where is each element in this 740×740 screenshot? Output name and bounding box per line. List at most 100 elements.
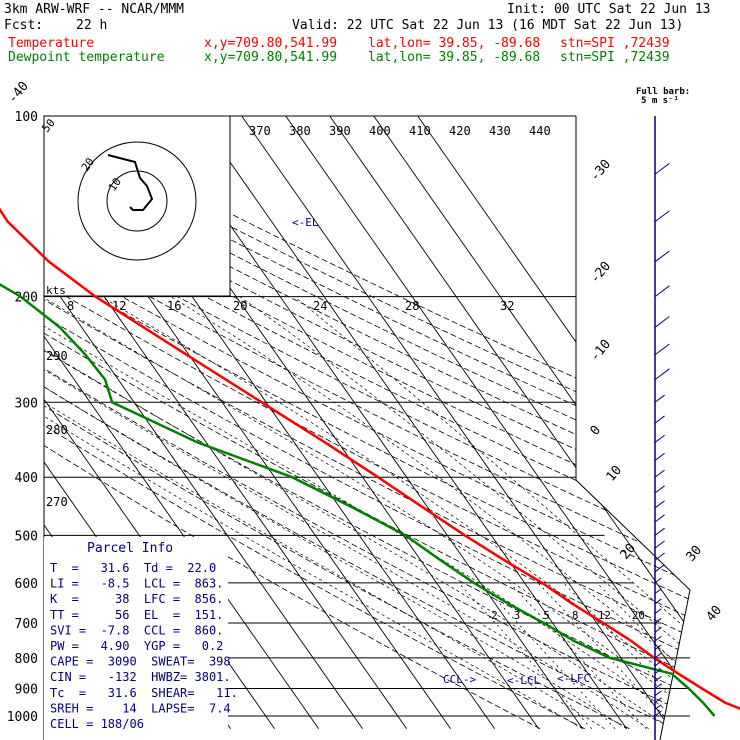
mixing-ratio-label: 12 <box>598 609 611 622</box>
wind-barb <box>654 552 665 561</box>
mixing-ratio-label: 8 <box>572 609 579 622</box>
dry-adiabat <box>44 116 690 730</box>
theta-e-label: 390 <box>329 124 351 138</box>
theta-e-label: 430 <box>489 124 511 138</box>
pressure-label-600: 600 <box>15 577 38 592</box>
isotherm-label: 0 <box>588 423 605 439</box>
pressure-label-200: 200 <box>15 291 38 306</box>
pressure-label-800: 800 <box>15 652 38 667</box>
hodograph-speed-tick: 28 <box>405 299 419 313</box>
theta-e-label: 410 <box>409 124 431 138</box>
theta-e-label: 400 <box>369 124 391 138</box>
lfc-annotation: <-LFC <box>557 672 590 685</box>
isotherm-label: 20 <box>618 541 640 563</box>
mixing-ratio-lines <box>458 582 690 729</box>
wind-barb <box>654 588 662 594</box>
hodograph-speed-tick: 32 <box>500 299 514 313</box>
parcel-row: K = 38 LFC = 856. <box>50 592 223 606</box>
wind-barb <box>654 617 662 624</box>
pressure-labels: 100 200 300 400 500 600 700 800 900 1000 <box>7 110 38 725</box>
theta-e-label: 380 <box>289 124 311 138</box>
theta-e-label: 420 <box>449 124 471 138</box>
theta-e-label: 440 <box>529 124 551 138</box>
wind-barb <box>654 469 665 478</box>
temperature-legend: Temperature <box>8 36 95 51</box>
wind-barbs <box>654 116 670 740</box>
hodograph-speed-tick: 24 <box>313 299 327 313</box>
dry-adiabat <box>44 116 630 730</box>
moist-adiabat <box>44 296 583 730</box>
isotherm-line <box>417 116 690 729</box>
dry-adiabat <box>44 116 690 730</box>
dry-adiabat <box>44 116 690 730</box>
valid-time: Valid: 22 UTC Sat 22 Jun 13 (16 MDT Sat … <box>292 18 684 33</box>
isotherm-label: -20 <box>588 259 615 287</box>
dry-adiabat <box>44 116 690 730</box>
dry-adiabat <box>44 116 690 730</box>
dry-adiabat <box>44 116 585 730</box>
parcel-row: LI = -8.5 LCL = 863. <box>50 577 223 591</box>
isotherm-line <box>329 116 690 729</box>
isotherm-line <box>373 116 690 729</box>
isotherm-line <box>197 116 628 729</box>
wind-barb <box>654 527 665 536</box>
wind-barb <box>654 577 662 584</box>
wind-barb <box>654 514 665 523</box>
hodograph-speed-tick: 20 <box>233 299 247 313</box>
parcel-row: CIN = -132 HWBZ= 3801. <box>50 670 231 684</box>
parcel-row: SREH = 14 LAPSE= 7.4 <box>50 701 231 715</box>
hodograph-ring-label-10: 10 <box>106 175 124 193</box>
dry-adiabat <box>44 116 690 730</box>
wind-barb <box>654 368 670 380</box>
dewpoint-latlon: lat,lon= 39.85, -89.68 <box>368 50 541 65</box>
hodograph-speed-tick: 16 <box>167 299 181 313</box>
el-annotation: <-EL <box>292 216 319 229</box>
wind-barb <box>654 415 665 424</box>
isotherm-line <box>241 116 672 729</box>
wind-barb <box>654 394 665 403</box>
wind-barb <box>654 635 662 642</box>
parcel-row: SVI = -7.8 CCL = 860. <box>50 623 223 637</box>
wind-barb <box>654 660 662 667</box>
moist-adiabat <box>44 296 671 729</box>
isotherm-line <box>44 116 364 729</box>
model-title: 3km ARW-WRF -- NCAR/MMM <box>4 2 185 17</box>
wind-barb <box>654 162 670 175</box>
barb-legend-title: Full barb: <box>636 87 690 97</box>
theta-label: 290 <box>46 349 68 363</box>
wind-barb <box>654 434 665 443</box>
dry-adiabat <box>44 116 690 730</box>
wind-barb <box>654 598 662 605</box>
wind-barb <box>654 676 662 682</box>
hodograph-trace <box>107 154 154 211</box>
wind-barb <box>654 540 665 549</box>
wind-barb <box>654 683 662 689</box>
dewpoint-legend: Dewpoint temperature <box>8 50 165 65</box>
dry-adiabat <box>44 116 690 730</box>
moist-adiabat <box>239 296 690 729</box>
wind-barb <box>654 697 662 704</box>
dewpoint-xy: x,y=709.80,541.99 <box>204 50 338 65</box>
pressure-label-400: 400 <box>15 471 38 486</box>
wind-barb <box>654 343 670 356</box>
mixing-ratio-line <box>596 582 690 729</box>
mixing-ratio-label: 5 <box>543 609 550 622</box>
isotherm-line <box>44 116 320 729</box>
isotherm-label: -30 <box>588 157 615 185</box>
isotherm-label: 40 <box>704 603 726 625</box>
pressure-label-1000: 1000 <box>7 710 38 725</box>
moist-adiabat <box>44 296 605 729</box>
mixing-ratio-line <box>509 582 647 729</box>
dry-adiabat <box>44 116 690 730</box>
lcl-annotation: <-LCL <box>507 674 540 687</box>
wind-barb <box>654 210 670 223</box>
dry-adiabat <box>44 116 675 730</box>
wind-barb <box>654 627 662 633</box>
dry-adiabat <box>44 116 690 730</box>
wind-barb <box>654 644 662 650</box>
wind-barb <box>654 652 662 659</box>
temperature-xy: x,y=709.80,541.99 <box>204 36 338 51</box>
wind-barb <box>654 690 662 697</box>
forecast-label: Fcst: <box>4 18 44 33</box>
